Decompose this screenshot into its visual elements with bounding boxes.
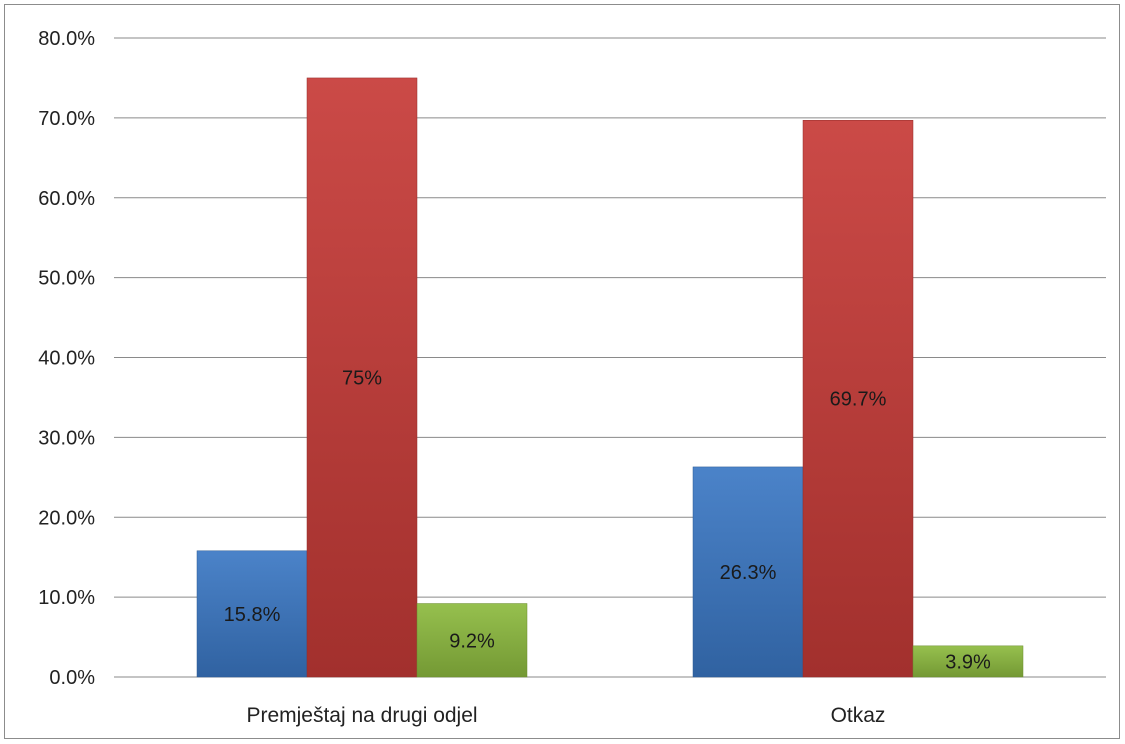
- bar-chart: 0.0% 10.0% 20.0% 30.0% 40.0% 50.0% 60.0% 70.0% 8…: [38, 28, 1106, 727]
- data-label: 3.9%: [945, 651, 991, 673]
- bar: [692, 466, 804, 678]
- bars: [196, 77, 1024, 678]
- y-tick-label: 0.0%: [49, 667, 95, 689]
- data-label: 26.3%: [720, 562, 777, 584]
- bar: [306, 77, 418, 678]
- y-tick-label: 20.0%: [38, 507, 95, 529]
- data-label: 15.8%: [224, 604, 281, 626]
- y-axis-tick-labels: 0.0% 10.0% 20.0% 30.0% 40.0% 50.0% 60.0% 70.0% 8…: [38, 28, 95, 689]
- y-tick-label: 10.0%: [38, 587, 95, 609]
- y-tick-label: 50.0%: [38, 268, 95, 290]
- data-labels: 15.8% 75% 9.2% 26.3% 69.7% 3.9%: [224, 367, 991, 673]
- y-tick-label: 40.0%: [38, 348, 95, 370]
- y-tick-label: 60.0%: [38, 188, 95, 210]
- category-label: Premještaj na drugi odjel: [246, 704, 477, 727]
- category-label: Otkaz: [831, 704, 886, 727]
- data-label: 9.2%: [449, 630, 495, 652]
- bar: [416, 603, 528, 678]
- data-label: 75%: [342, 367, 382, 389]
- x-axis-category-labels: Premještaj na drugi odjel Otkaz: [246, 704, 885, 727]
- data-label: 69.7%: [830, 389, 887, 411]
- y-tick-label: 80.0%: [38, 28, 95, 50]
- y-tick-label: 30.0%: [38, 427, 95, 449]
- y-tick-label: 70.0%: [38, 108, 95, 130]
- bar: [802, 120, 914, 678]
- bar: [912, 645, 1024, 678]
- chart-frame: 0.0% 10.0% 20.0% 30.0% 40.0% 50.0% 60.0% 70.0% 8…: [4, 4, 1120, 739]
